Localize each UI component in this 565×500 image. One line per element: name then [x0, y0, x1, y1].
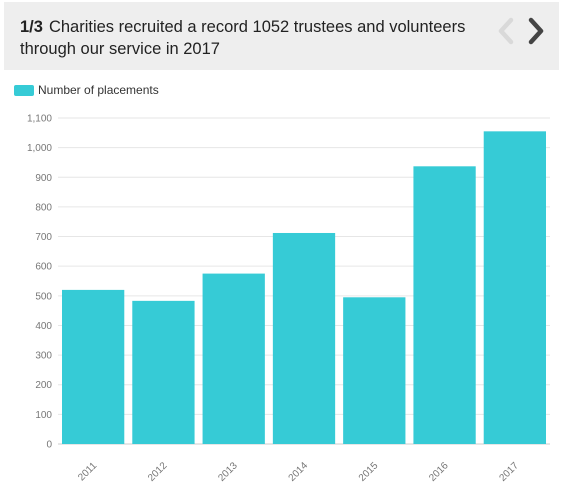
chart-header: 1/3 Charities recruited a record 1052 tru… [4, 2, 559, 70]
y-tick-label: 1,000 [27, 143, 52, 154]
x-tick-label: 2016 [427, 460, 451, 484]
y-tick-label: 200 [35, 380, 52, 391]
y-tick-label: 300 [35, 351, 52, 362]
legend-label: Number of placements [38, 83, 159, 97]
x-tick-label: 2011 [76, 460, 99, 483]
y-tick-label: 500 [35, 291, 52, 302]
bar-2013[interactable] [202, 273, 265, 444]
bar-2011[interactable] [62, 289, 125, 444]
title-text: Charities recruited a record 1052 truste… [20, 18, 466, 58]
y-tick-label: 800 [35, 202, 52, 213]
bar-2014[interactable] [272, 232, 336, 444]
bar-2017[interactable] [483, 131, 546, 444]
chevron-right-icon [528, 17, 544, 45]
x-tick-label: 2015 [357, 460, 381, 484]
x-tick-label: 2012 [146, 460, 170, 484]
y-tick-label: 0 [46, 440, 52, 451]
legend-swatch [14, 84, 34, 96]
chart-legend[interactable]: Number of placements [14, 82, 159, 98]
bar-2012[interactable] [132, 300, 195, 444]
slide-counter: 1/3 [20, 18, 43, 36]
next-button[interactable] [522, 14, 550, 48]
y-tick-label: 1,100 [27, 114, 52, 125]
x-tick-label: 2013 [216, 460, 240, 484]
chevron-left-icon [498, 17, 514, 45]
y-tick-label: 100 [35, 410, 52, 421]
y-tick-label: 600 [35, 262, 52, 273]
bar-2015[interactable] [343, 297, 406, 444]
chart-title: 1/3 Charities recruited a record 1052 tru… [20, 16, 490, 60]
x-tick-label: 2014 [287, 460, 311, 484]
x-tick-label: 2017 [497, 460, 521, 484]
bar-2016[interactable] [413, 166, 476, 445]
y-tick-label: 400 [35, 321, 52, 332]
y-tick-label: 700 [35, 232, 52, 243]
y-tick-label: 900 [35, 173, 52, 184]
previous-button[interactable] [492, 14, 520, 48]
